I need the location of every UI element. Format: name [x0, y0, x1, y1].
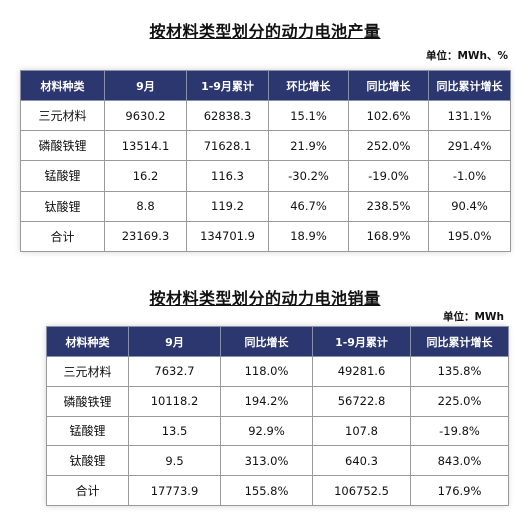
table-cell: 92.9%: [220, 415, 313, 447]
table-cell: 8.8: [104, 190, 187, 222]
table-cell: 16.2: [104, 160, 187, 192]
table-cell: 291.4%: [428, 130, 511, 162]
sales-unit: 单位：MWh: [442, 311, 504, 323]
table-cell: 13514.1: [104, 130, 187, 162]
table-row: 磷酸铁锂 10118.2 194.2% 56722.8 225.0%: [46, 385, 509, 417]
production-header-ytd: 1-9月累计: [186, 70, 269, 101]
production-table: 材料种类 9月 1-9月累计 环比增长 同比增长 同比累计增长 三元材料 963…: [20, 70, 511, 253]
production-header-row: 材料种类 9月 1-9月累计 环比增长 同比增长 同比累计增长: [20, 70, 511, 101]
table-cell: 磷酸铁锂: [20, 130, 105, 162]
table-cell: 62838.3: [186, 99, 269, 132]
sales-header-september: 9月: [128, 326, 221, 357]
production-header-mom: 环比增长: [268, 70, 349, 101]
table-cell: 155.8%: [220, 475, 313, 506]
table-cell: 194.2%: [220, 385, 313, 417]
table-cell: 313.0%: [220, 445, 313, 477]
table-cell: 磷酸铁锂: [46, 385, 129, 417]
table-cell: 134701.9: [186, 220, 269, 253]
table-cell: 10118.2: [128, 385, 221, 417]
table-cell: 106752.5: [312, 475, 411, 506]
table-cell: 107.8: [312, 415, 411, 447]
production-header-yoy: 同比增长: [348, 70, 429, 101]
table-row-total: 合计 17773.9 155.8% 106752.5 176.9%: [46, 475, 509, 506]
table-cell: 锰酸锂: [46, 415, 129, 447]
table-cell: 116.3: [186, 160, 269, 192]
table-row: 三元材料 7632.7 118.0% 49281.6 135.8%: [46, 356, 509, 387]
table-cell: 9.5: [128, 445, 221, 477]
table-cell: 13.5: [128, 415, 221, 447]
table-cell: 252.0%: [348, 130, 429, 162]
table-cell: 640.3: [312, 445, 411, 477]
sales-table-wrapper: 材料种类 9月 同比增长 1-9月累计 同比累计增长 三元材料 7632.7 1…: [46, 326, 509, 506]
table-cell: 49281.6: [312, 356, 411, 387]
table-cell: 合计: [46, 475, 129, 506]
table-cell: -1.0%: [428, 160, 511, 192]
production-unit: 单位：MWh、%: [425, 50, 508, 62]
table-cell: 168.9%: [348, 220, 429, 253]
table-cell: 钛酸锂: [46, 445, 129, 477]
table-cell: 21.9%: [268, 130, 349, 162]
sales-header-yoy: 同比增长: [220, 326, 313, 357]
table-cell: -19.8%: [410, 415, 509, 447]
sales-header-row: 材料种类 9月 同比增长 1-9月累计 同比累计增长: [46, 326, 509, 357]
table-cell: 118.0%: [220, 356, 313, 387]
sales-header-ytd: 1-9月累计: [312, 326, 411, 357]
table-cell: 18.9%: [268, 220, 349, 253]
sales-header-ytd-yoy: 同比累计增长: [410, 326, 509, 357]
table-row: 锰酸锂 16.2 116.3 -30.2% -19.0% -1.0%: [20, 160, 511, 192]
table-cell: 9630.2: [104, 99, 187, 132]
production-table-wrapper: 材料种类 9月 1-9月累计 环比增长 同比增长 同比累计增长 三元材料 963…: [20, 70, 511, 253]
sales-header-material: 材料种类: [46, 326, 129, 357]
table-cell: 7632.7: [128, 356, 221, 387]
table-row: 三元材料 9630.2 62838.3 15.1% 102.6% 131.1%: [20, 99, 511, 132]
table-row: 钛酸锂 8.8 119.2 46.7% 238.5% 90.4%: [20, 190, 511, 222]
table-cell: 71628.1: [186, 130, 269, 162]
table-cell: -30.2%: [268, 160, 349, 192]
table-cell: 56722.8: [312, 385, 411, 417]
sales-title: 按材料类型划分的动力电池销量: [149, 289, 381, 308]
table-cell: 131.1%: [428, 99, 511, 132]
table-cell: 90.4%: [428, 190, 511, 222]
table-row: 钛酸锂 9.5 313.0% 640.3 843.0%: [46, 445, 509, 477]
table-cell: 843.0%: [410, 445, 509, 477]
table-cell: 锰酸锂: [20, 160, 105, 192]
table-cell: 225.0%: [410, 385, 509, 417]
table-cell: 46.7%: [268, 190, 349, 222]
table-cell: 三元材料: [20, 99, 105, 132]
table-cell: 195.0%: [428, 220, 511, 253]
table-cell: 238.5%: [348, 190, 429, 222]
table-cell: 102.6%: [348, 99, 429, 132]
table-cell: 15.1%: [268, 99, 349, 132]
table-cell: 135.8%: [410, 356, 509, 387]
table-cell: -19.0%: [348, 160, 429, 192]
table-cell: 119.2: [186, 190, 269, 222]
table-row: 锰酸锂 13.5 92.9% 107.8 -19.8%: [46, 415, 509, 447]
production-header-ytd-yoy: 同比累计增长: [428, 70, 511, 101]
table-cell: 23169.3: [104, 220, 187, 253]
production-title: 按材料类型划分的动力电池产量: [149, 22, 381, 41]
table-cell: 合计: [20, 220, 105, 253]
production-header-september: 9月: [104, 70, 187, 101]
table-cell: 176.9%: [410, 475, 509, 506]
table-row-total: 合计 23169.3 134701.9 18.9% 168.9% 195.0%: [20, 220, 511, 253]
table-row: 磷酸铁锂 13514.1 71628.1 21.9% 252.0% 291.4%: [20, 130, 511, 162]
sales-table: 材料种类 9月 同比增长 1-9月累计 同比累计增长 三元材料 7632.7 1…: [46, 326, 509, 506]
table-cell: 钛酸锂: [20, 190, 105, 222]
table-cell: 三元材料: [46, 356, 129, 387]
production-header-material: 材料种类: [20, 70, 105, 101]
table-cell: 17773.9: [128, 475, 221, 506]
